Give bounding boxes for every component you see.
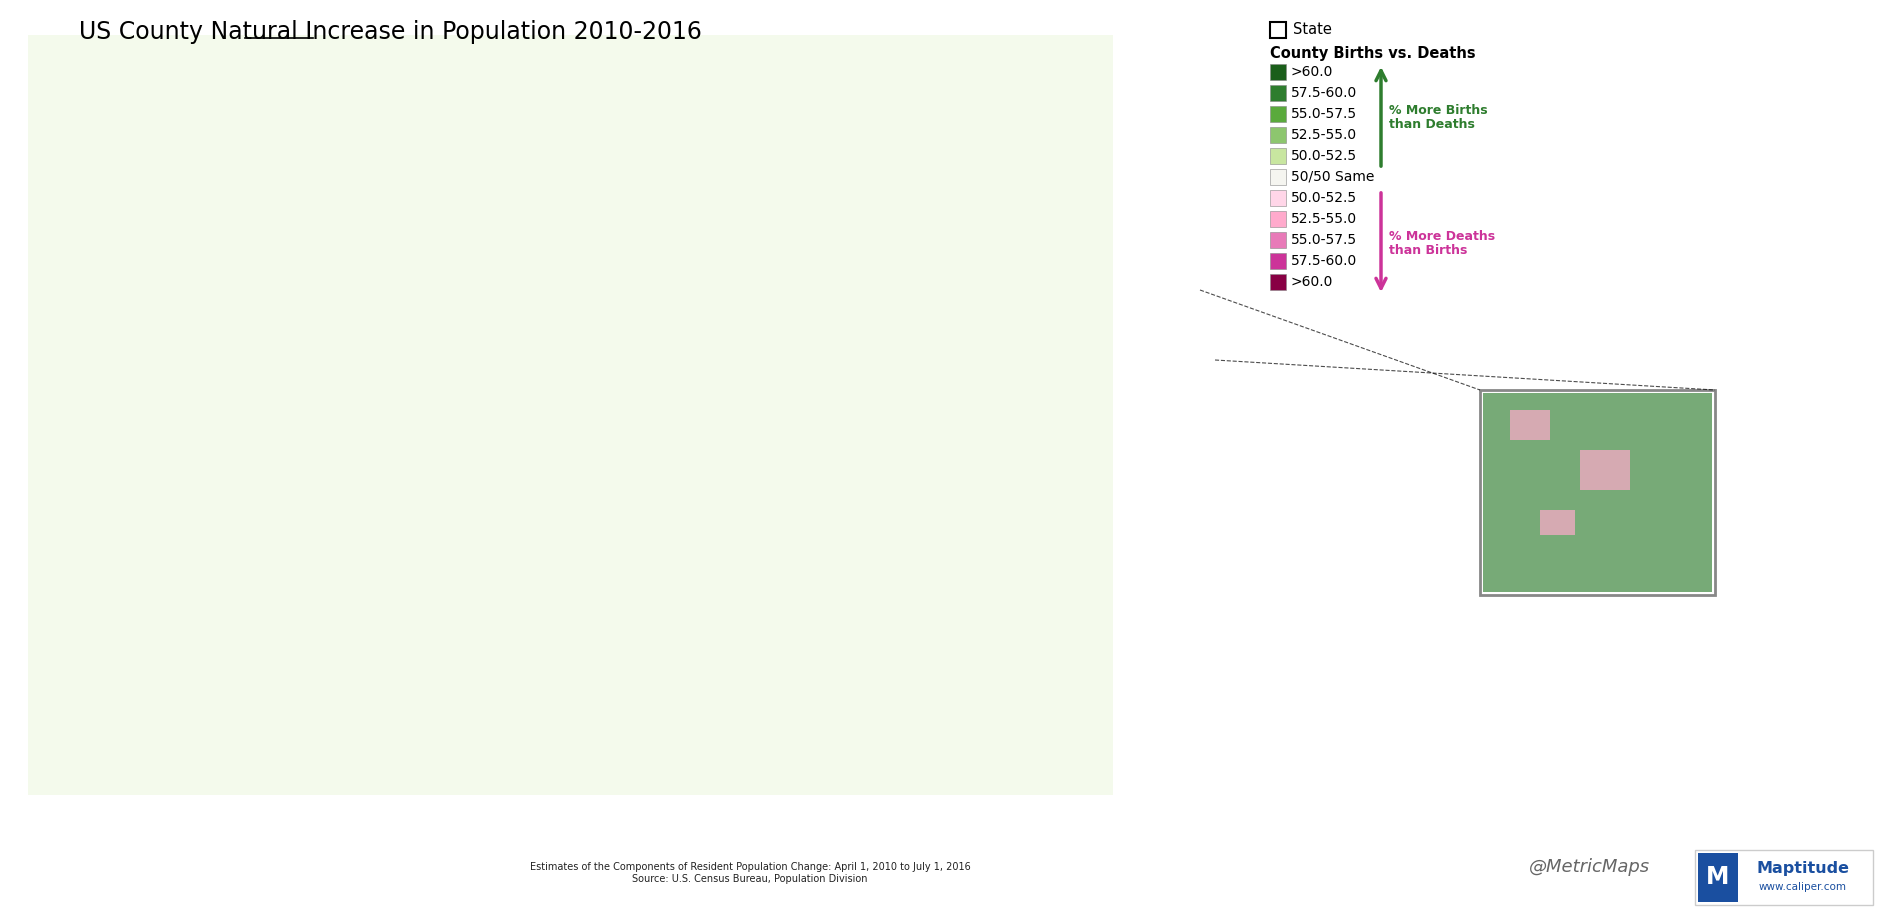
Text: 55.0-57.5: 55.0-57.5 — [1290, 233, 1356, 247]
Text: >60.0: >60.0 — [1290, 65, 1334, 79]
Bar — [1269, 64, 1286, 80]
Bar — [1269, 127, 1286, 143]
Bar — [1509, 410, 1551, 440]
Text: 52.5-55.0: 52.5-55.0 — [1290, 212, 1356, 226]
Text: State: State — [1292, 23, 1332, 38]
Bar — [1269, 169, 1286, 185]
Bar — [1269, 106, 1286, 122]
Text: 55.0-57.5: 55.0-57.5 — [1290, 107, 1356, 121]
Bar — [28, 35, 1113, 795]
Text: % More Deaths: % More Deaths — [1388, 230, 1494, 243]
Bar — [1694, 850, 1874, 905]
Text: >60.0: >60.0 — [1290, 275, 1334, 289]
Text: County Births vs. Deaths: County Births vs. Deaths — [1269, 46, 1475, 61]
Bar — [1269, 232, 1286, 248]
Text: M: M — [1706, 866, 1730, 890]
Bar — [1269, 190, 1286, 206]
Bar — [1269, 22, 1286, 38]
Text: 57.5-60.0: 57.5-60.0 — [1290, 254, 1358, 268]
Text: % More Births: % More Births — [1388, 104, 1489, 117]
Bar — [1269, 148, 1286, 164]
Text: @MetricMaps: @MetricMaps — [1530, 858, 1651, 876]
Text: 52.5-55.0: 52.5-55.0 — [1290, 128, 1356, 142]
Text: 50/50 Same: 50/50 Same — [1290, 170, 1375, 184]
Text: than Births: than Births — [1388, 244, 1468, 257]
Bar — [1483, 393, 1711, 592]
Bar — [1698, 853, 1738, 902]
Bar — [1269, 85, 1286, 101]
Text: 50.0-52.5: 50.0-52.5 — [1290, 149, 1356, 163]
Bar — [1269, 253, 1286, 269]
Text: 50.0-52.5: 50.0-52.5 — [1290, 191, 1356, 205]
Bar — [1479, 390, 1715, 595]
Text: than Deaths: than Deaths — [1388, 118, 1475, 131]
Text: Source: U.S. Census Bureau, Population Division: Source: U.S. Census Bureau, Population D… — [633, 874, 867, 884]
Bar — [1540, 510, 1575, 535]
Bar — [1579, 450, 1630, 490]
Text: www.caliper.com: www.caliper.com — [1759, 882, 1847, 892]
Text: Estimates of the Components of Resident Population Change: April 1, 2010 to July: Estimates of the Components of Resident … — [529, 862, 971, 872]
Text: US County Natural Increase in Population 2010-2016: US County Natural Increase in Population… — [79, 20, 701, 44]
Text: 57.5-60.0: 57.5-60.0 — [1290, 86, 1358, 100]
Bar — [1269, 274, 1286, 290]
Bar — [1269, 211, 1286, 227]
Text: Maptitude: Maptitude — [1757, 860, 1849, 876]
